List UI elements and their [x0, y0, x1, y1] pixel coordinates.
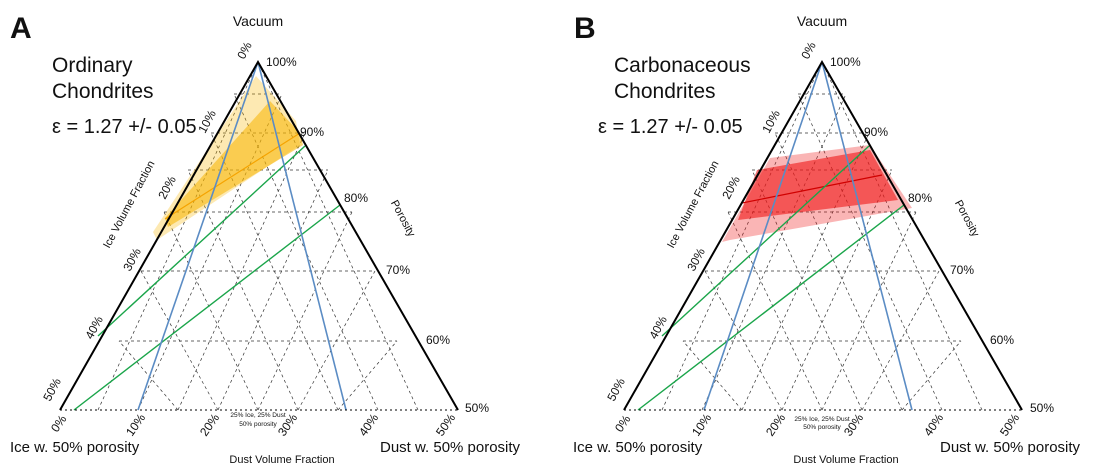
center-note-line1: 25% Ice, 25% Dust [230, 412, 285, 419]
grid-line [118, 340, 179, 411]
right-tick: 50% [465, 401, 489, 415]
grid-line [781, 169, 893, 411]
grid-line [682, 340, 743, 411]
center-note-line2: 50% porosity [239, 421, 277, 428]
grid-line [177, 132, 306, 411]
grid-line [217, 169, 329, 411]
right-tick: 60% [426, 333, 450, 347]
green-line [637, 204, 905, 411]
grid-line [727, 211, 823, 411]
panel-title-line1: Ordinary [52, 54, 133, 77]
green-line [97, 145, 306, 337]
right-tick: 50% [1030, 401, 1054, 415]
grid-line [140, 270, 219, 411]
right-tick: 90% [300, 125, 324, 139]
left-corner-label: Ice w. 50% porosity [573, 439, 703, 456]
green-line [73, 204, 341, 411]
grid-line [751, 169, 863, 411]
left-tick: 20% [155, 173, 179, 201]
left-axis-label: Ice Volume Fraction [665, 159, 721, 250]
blue-line [137, 61, 259, 411]
bottom-tick: 50% [433, 411, 458, 439]
left-tick: 50% [604, 375, 628, 403]
right-corner-label: Dust w. 50% porosity [940, 439, 1081, 456]
ternary-grid [661, 61, 983, 411]
triangle-outline [59, 59, 459, 411]
right-axis-label: Porosity [952, 198, 981, 239]
left-tick: 10% [759, 107, 783, 135]
right-corner-label: Dust w. 50% porosity [380, 439, 521, 456]
grid-line [704, 270, 783, 411]
bottom-axis-label: Dust Volume Fraction [793, 454, 898, 465]
grid-line [661, 61, 823, 411]
epsilon-label: ε = 1.27 +/- 0.05 [598, 116, 743, 138]
panel-letter: A [10, 12, 32, 45]
grid-line [297, 270, 376, 411]
bottom-axis-label: Dust Volume Fraction [229, 454, 334, 465]
left-tick: 0% [234, 39, 255, 61]
grid-line [187, 169, 299, 411]
panel-a: A Ordinary Chondrites ε = 1.27 +/- 0.05 … [10, 12, 521, 465]
grid-line [257, 211, 353, 411]
panel-title-line2: Chondrites [614, 80, 716, 103]
right-tick: 80% [908, 191, 932, 205]
right-tick: 80% [344, 191, 368, 205]
grid-line [97, 61, 259, 411]
grid-line [861, 270, 940, 411]
center-note-line1: 25% Ice, 25% Dust [794, 416, 849, 423]
grid-line [701, 93, 847, 411]
bottom-tick: 0% [48, 412, 70, 435]
bottom-tick: 20% [197, 411, 222, 439]
left-tick: 50% [40, 375, 64, 403]
left-corner-label: Ice w. 50% porosity [10, 439, 140, 456]
left-axis-label: Ice Volume Fraction [101, 159, 157, 250]
constraint-line [164, 132, 301, 220]
grid-line [337, 340, 398, 411]
epsilon-label: ε = 1.27 +/- 0.05 [52, 116, 197, 138]
panel-title-line2: Chondrites [52, 80, 154, 103]
blue-line [703, 61, 823, 411]
left-tick: 10% [195, 107, 219, 135]
right-tick: 90% [864, 125, 888, 139]
left-tick: 0% [798, 39, 819, 61]
center-note-line2: 50% porosity [803, 424, 841, 431]
right-tick: 100% [266, 55, 297, 69]
bottom-tick: 50% [997, 411, 1022, 439]
bottom-tick: 10% [123, 411, 148, 439]
right-axis-label: Porosity [388, 198, 417, 239]
blue-line [821, 61, 913, 411]
bottom-tick: 0% [612, 412, 634, 435]
top-vertex-label: Vacuum [797, 13, 847, 29]
bottom-tick: 30% [841, 411, 866, 439]
panel-b: B Carbonaceous Chondrites ε = 1.27 +/- 0… [573, 12, 1081, 465]
bottom-tick: 40% [356, 411, 381, 439]
grid-line [821, 211, 917, 411]
grid-line [163, 211, 259, 411]
bottom-tick: 20% [763, 411, 788, 439]
left-tick: 20% [719, 173, 743, 201]
right-tick: 100% [830, 55, 861, 69]
constraint-line [741, 174, 883, 204]
right-tick: 70% [950, 263, 974, 277]
triangle-outline [623, 59, 1023, 411]
panel-letter: B [574, 12, 596, 45]
blue-line [257, 61, 347, 411]
grid-line [821, 61, 983, 411]
right-tick: 70% [386, 263, 410, 277]
green-line [661, 145, 870, 337]
grid-line [797, 93, 943, 411]
bottom-tick: 10% [689, 411, 714, 439]
constraint-band-dark [165, 101, 303, 227]
panel-title-line1: Carbonaceous [614, 54, 751, 77]
right-tick: 60% [990, 333, 1014, 347]
grid-line [901, 340, 962, 411]
top-vertex-label: Vacuum [233, 13, 283, 29]
bottom-tick: 40% [921, 411, 946, 439]
